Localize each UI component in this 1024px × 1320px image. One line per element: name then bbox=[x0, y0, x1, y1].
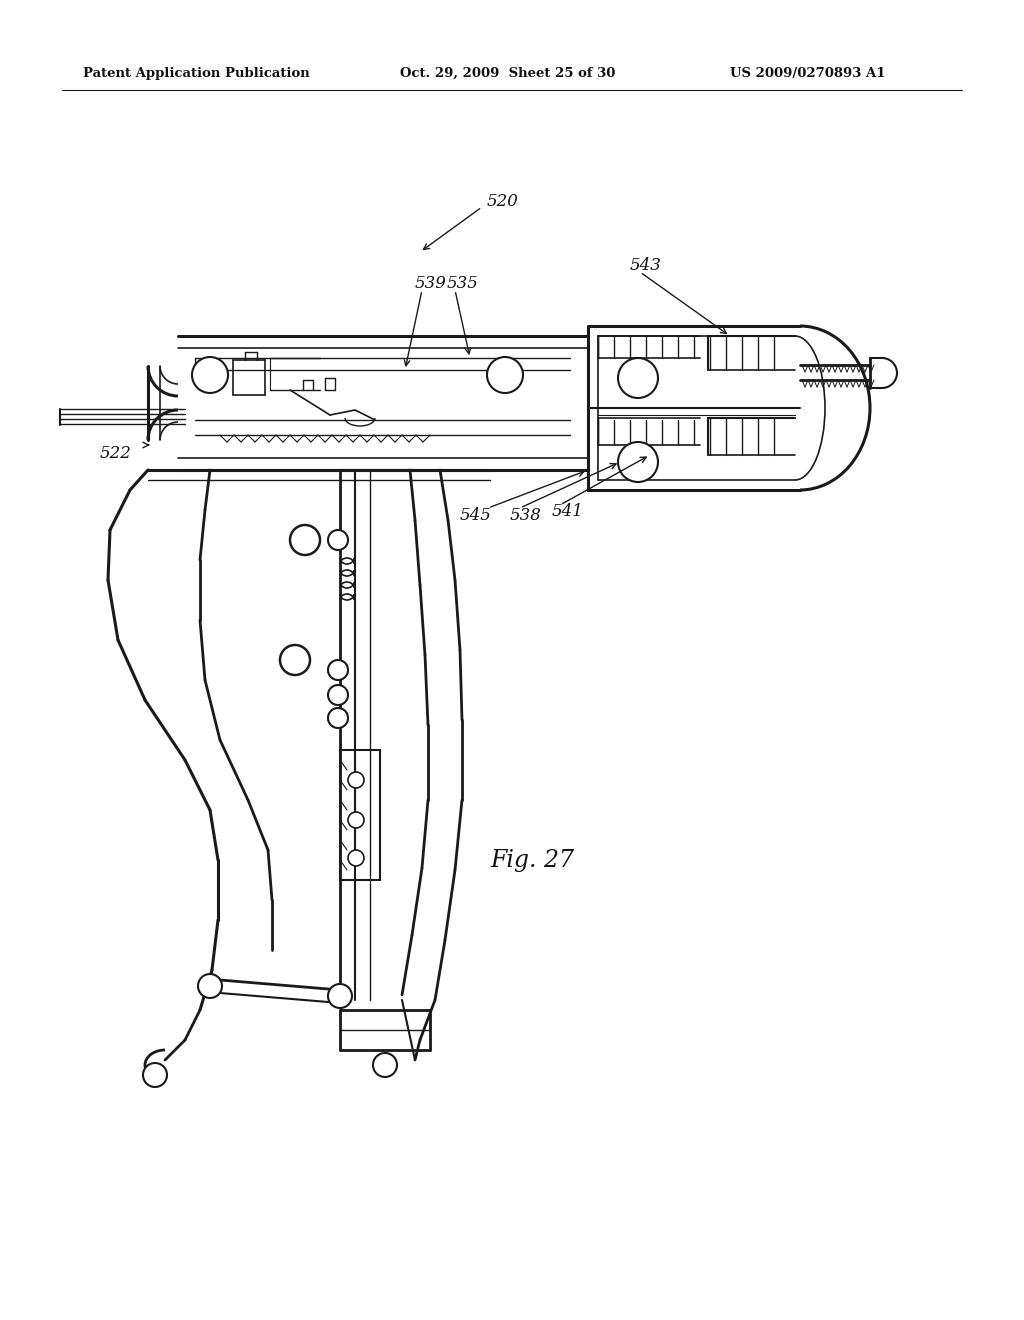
Circle shape bbox=[328, 531, 348, 550]
Circle shape bbox=[348, 850, 364, 866]
Text: 539: 539 bbox=[415, 275, 446, 292]
Circle shape bbox=[328, 660, 348, 680]
Text: 520: 520 bbox=[487, 194, 519, 210]
Text: 535: 535 bbox=[447, 275, 479, 292]
Circle shape bbox=[328, 708, 348, 729]
Circle shape bbox=[373, 1053, 397, 1077]
Circle shape bbox=[143, 1063, 167, 1086]
Text: US 2009/0270893 A1: US 2009/0270893 A1 bbox=[730, 66, 886, 79]
Text: 545: 545 bbox=[460, 507, 492, 524]
Circle shape bbox=[487, 356, 523, 393]
Circle shape bbox=[618, 358, 658, 399]
Text: Patent Application Publication: Patent Application Publication bbox=[83, 66, 309, 79]
Circle shape bbox=[328, 685, 348, 705]
Text: Oct. 29, 2009  Sheet 25 of 30: Oct. 29, 2009 Sheet 25 of 30 bbox=[400, 66, 615, 79]
Text: 541: 541 bbox=[552, 503, 584, 520]
Text: Fig. 27: Fig. 27 bbox=[490, 849, 574, 871]
Circle shape bbox=[618, 442, 658, 482]
Text: 543: 543 bbox=[630, 256, 662, 273]
Circle shape bbox=[328, 983, 352, 1008]
Circle shape bbox=[348, 812, 364, 828]
Text: 522: 522 bbox=[100, 445, 132, 462]
Circle shape bbox=[193, 356, 228, 393]
Text: 538: 538 bbox=[510, 507, 542, 524]
Circle shape bbox=[290, 525, 319, 554]
Circle shape bbox=[198, 974, 222, 998]
Circle shape bbox=[280, 645, 310, 675]
Circle shape bbox=[348, 772, 364, 788]
